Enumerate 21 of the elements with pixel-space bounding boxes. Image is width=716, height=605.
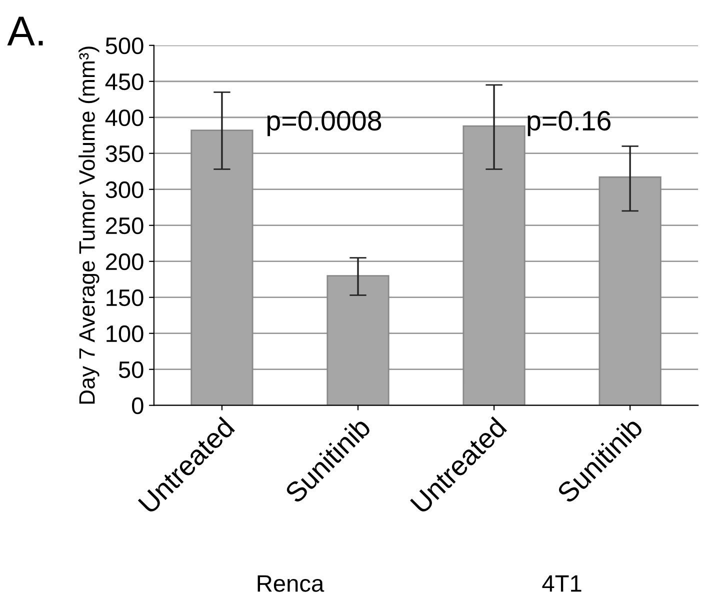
y-tick-label: 300	[106, 181, 144, 198]
y-tick-label: 250	[106, 217, 144, 234]
y-tick-label: 400	[105, 109, 144, 126]
annotation: p=0.16	[528, 110, 611, 136]
y-tick-label: 0	[132, 397, 144, 414]
y-tick-label: 150	[106, 289, 144, 306]
y-axis-title: Day 7 Average Tumor Volume (mm³)	[78, 46, 100, 404]
bar	[462, 125, 526, 406]
y-tick-label: 200	[106, 253, 144, 270]
bar	[326, 275, 390, 406]
y-tick-label: 450	[105, 73, 144, 90]
annotation: p=0.0008	[267, 110, 382, 136]
y-tick-label: 500	[106, 37, 144, 54]
y-tick-label: 350	[106, 145, 144, 162]
bar	[190, 130, 254, 406]
text: 4T1	[542, 575, 582, 592]
text: Renca	[258, 575, 324, 592]
y-tick-label: 50	[118, 361, 144, 378]
text: A.	[7, 16, 43, 46]
bar	[598, 176, 662, 406]
y-tick-label: 100	[106, 325, 144, 342]
